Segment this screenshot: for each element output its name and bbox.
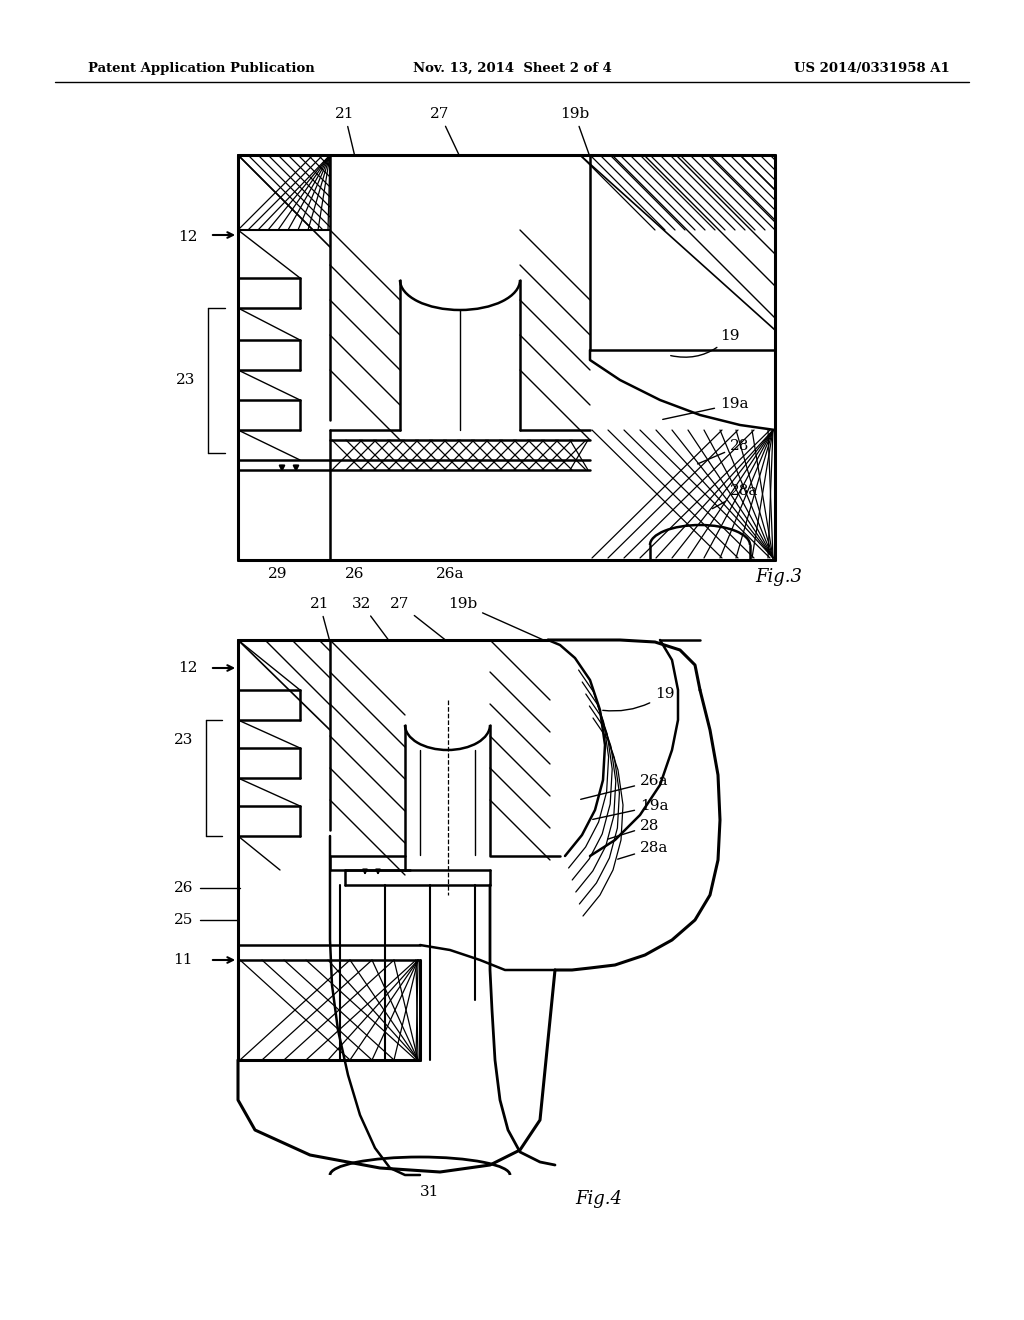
Text: 28a: 28a <box>617 841 669 859</box>
Text: 26: 26 <box>345 568 365 581</box>
Text: Nov. 13, 2014  Sheet 2 of 4: Nov. 13, 2014 Sheet 2 of 4 <box>413 62 611 75</box>
Text: 19a: 19a <box>663 397 749 420</box>
Text: 25: 25 <box>174 913 193 927</box>
Text: 26a: 26a <box>436 568 464 581</box>
Text: 26a: 26a <box>581 774 669 800</box>
Text: 19: 19 <box>603 686 675 711</box>
Text: Patent Application Publication: Patent Application Publication <box>88 62 314 75</box>
Text: 21: 21 <box>310 597 330 639</box>
Text: 19b: 19b <box>449 597 546 642</box>
Text: 28a: 28a <box>713 484 759 508</box>
Text: 28: 28 <box>697 440 750 463</box>
Text: 12: 12 <box>178 230 198 244</box>
Text: 12: 12 <box>178 661 198 675</box>
Text: 19b: 19b <box>560 107 589 154</box>
Text: Fig.4: Fig.4 <box>575 1191 622 1208</box>
Text: 27: 27 <box>430 107 459 154</box>
Text: 19a: 19a <box>593 799 669 820</box>
Text: 27: 27 <box>390 597 445 640</box>
Text: 31: 31 <box>420 1185 439 1199</box>
Text: 26: 26 <box>173 880 193 895</box>
Text: 23: 23 <box>174 733 193 747</box>
Text: 21: 21 <box>335 107 354 154</box>
Text: Fig.3: Fig.3 <box>755 568 802 586</box>
Text: 11: 11 <box>173 953 193 968</box>
Text: 23: 23 <box>176 374 195 387</box>
Text: 28: 28 <box>607 818 659 840</box>
Text: US 2014/0331958 A1: US 2014/0331958 A1 <box>795 62 950 75</box>
Text: 32: 32 <box>352 597 388 640</box>
Text: 29: 29 <box>268 568 288 581</box>
Text: 19: 19 <box>671 329 739 358</box>
